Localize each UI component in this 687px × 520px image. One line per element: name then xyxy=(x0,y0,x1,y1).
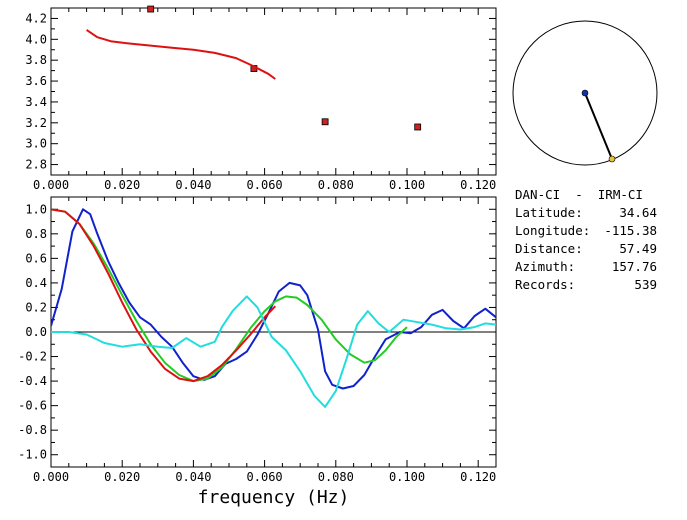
y-tick-label: -0.2 xyxy=(18,350,47,364)
info-value: 34.64 xyxy=(619,205,657,220)
info-row-azimuth: Azimuth: 157.76 xyxy=(515,258,685,276)
series-line-cyan xyxy=(51,295,496,408)
x-tick-label: 0.100 xyxy=(389,178,425,192)
y-tick-label: 0.2 xyxy=(25,300,47,314)
y-tick-label: 0.4 xyxy=(25,276,47,290)
info-value: 57.49 xyxy=(619,241,657,256)
y-tick-label: 2.8 xyxy=(25,158,47,172)
data-point-marker xyxy=(321,118,329,126)
x-tick-label: 0.040 xyxy=(175,178,211,192)
source-marker xyxy=(608,155,616,163)
series-line-red xyxy=(86,29,276,80)
data-point-marker xyxy=(147,5,155,13)
y-tick-label: 0.6 xyxy=(25,251,47,265)
info-label: Latitude: xyxy=(515,205,583,220)
y-tick-label: 4.2 xyxy=(25,11,47,25)
correlation-panel: 0.000 0.020 0.040 0.060 0.080 0.100 0.120 1.0 0.… xyxy=(18,196,497,508)
y-tick-label: -0.8 xyxy=(18,423,47,437)
info-row-longitude: Longitude: -115.38 xyxy=(515,222,685,240)
x-tick-label: 0.120 xyxy=(460,470,496,484)
y-tick-label: 3.0 xyxy=(25,137,47,151)
info-row-records: Records: 539 xyxy=(515,276,685,294)
info-value: 157.76 xyxy=(611,259,657,274)
series-line-blue xyxy=(51,208,496,390)
info-label: Longitude: xyxy=(515,223,591,238)
y-tick-label: 1.0 xyxy=(25,202,47,216)
y-tick-label: 3.4 xyxy=(25,95,47,109)
y-tick-label: 3.8 xyxy=(25,53,47,67)
y-tick-label: 4.0 xyxy=(25,32,47,46)
distance-circle xyxy=(512,20,658,166)
x-tick-label: 0.060 xyxy=(247,470,283,484)
y-tick-label: 3.6 xyxy=(25,74,47,88)
station-marker xyxy=(581,89,589,97)
x-tick-label: 0.000 xyxy=(33,470,69,484)
x-tick-label: 0.120 xyxy=(460,178,496,192)
plot-frame xyxy=(50,7,497,176)
info-label: Azimuth: xyxy=(515,259,576,274)
location-map xyxy=(512,20,658,166)
info-row-distance: Distance: 57.49 xyxy=(515,240,685,258)
x-tick-label: 0.000 xyxy=(33,178,69,192)
y-tick-label: 0.8 xyxy=(25,227,47,241)
data-point-marker xyxy=(414,123,422,131)
x-tick-label: 0.080 xyxy=(318,178,354,192)
x-tick-label: 0.060 xyxy=(247,178,283,192)
x-tick-label: 0.080 xyxy=(318,470,354,484)
series-line-red xyxy=(51,208,277,383)
x-tick-label: 0.040 xyxy=(175,470,211,484)
station-path-line xyxy=(584,92,613,160)
station-info-panel: DAN-CI - IRM-CI Latitude: 34.64 Longitud… xyxy=(515,186,685,294)
x-tick-label: 0.020 xyxy=(104,178,140,192)
y-tick-label: 3.2 xyxy=(25,116,47,130)
info-row-latitude: Latitude: 34.64 xyxy=(515,204,685,222)
x-tick-label: 0.100 xyxy=(389,470,425,484)
y-tick-label: -0.4 xyxy=(18,374,47,388)
x-tick-label: 0.020 xyxy=(104,470,140,484)
y-tick-label: -0.6 xyxy=(18,399,47,413)
series-line-green xyxy=(51,208,408,383)
info-label: Distance: xyxy=(515,241,583,256)
info-value: -115.38 xyxy=(604,223,657,238)
dispersion-panel: 0.000 0.020 0.040 0.060 0.080 0.100 0.120 4.2 4.… xyxy=(25,5,497,192)
x-axis-label: frequency (Hz) xyxy=(198,487,350,508)
y-tick-label: 0.0 xyxy=(25,325,47,339)
y-tick-label: -1.0 xyxy=(18,448,47,462)
station-pair-title: DAN-CI - IRM-CI xyxy=(515,187,643,202)
info-value: 539 xyxy=(634,277,657,292)
info-label: Records: xyxy=(515,277,576,292)
